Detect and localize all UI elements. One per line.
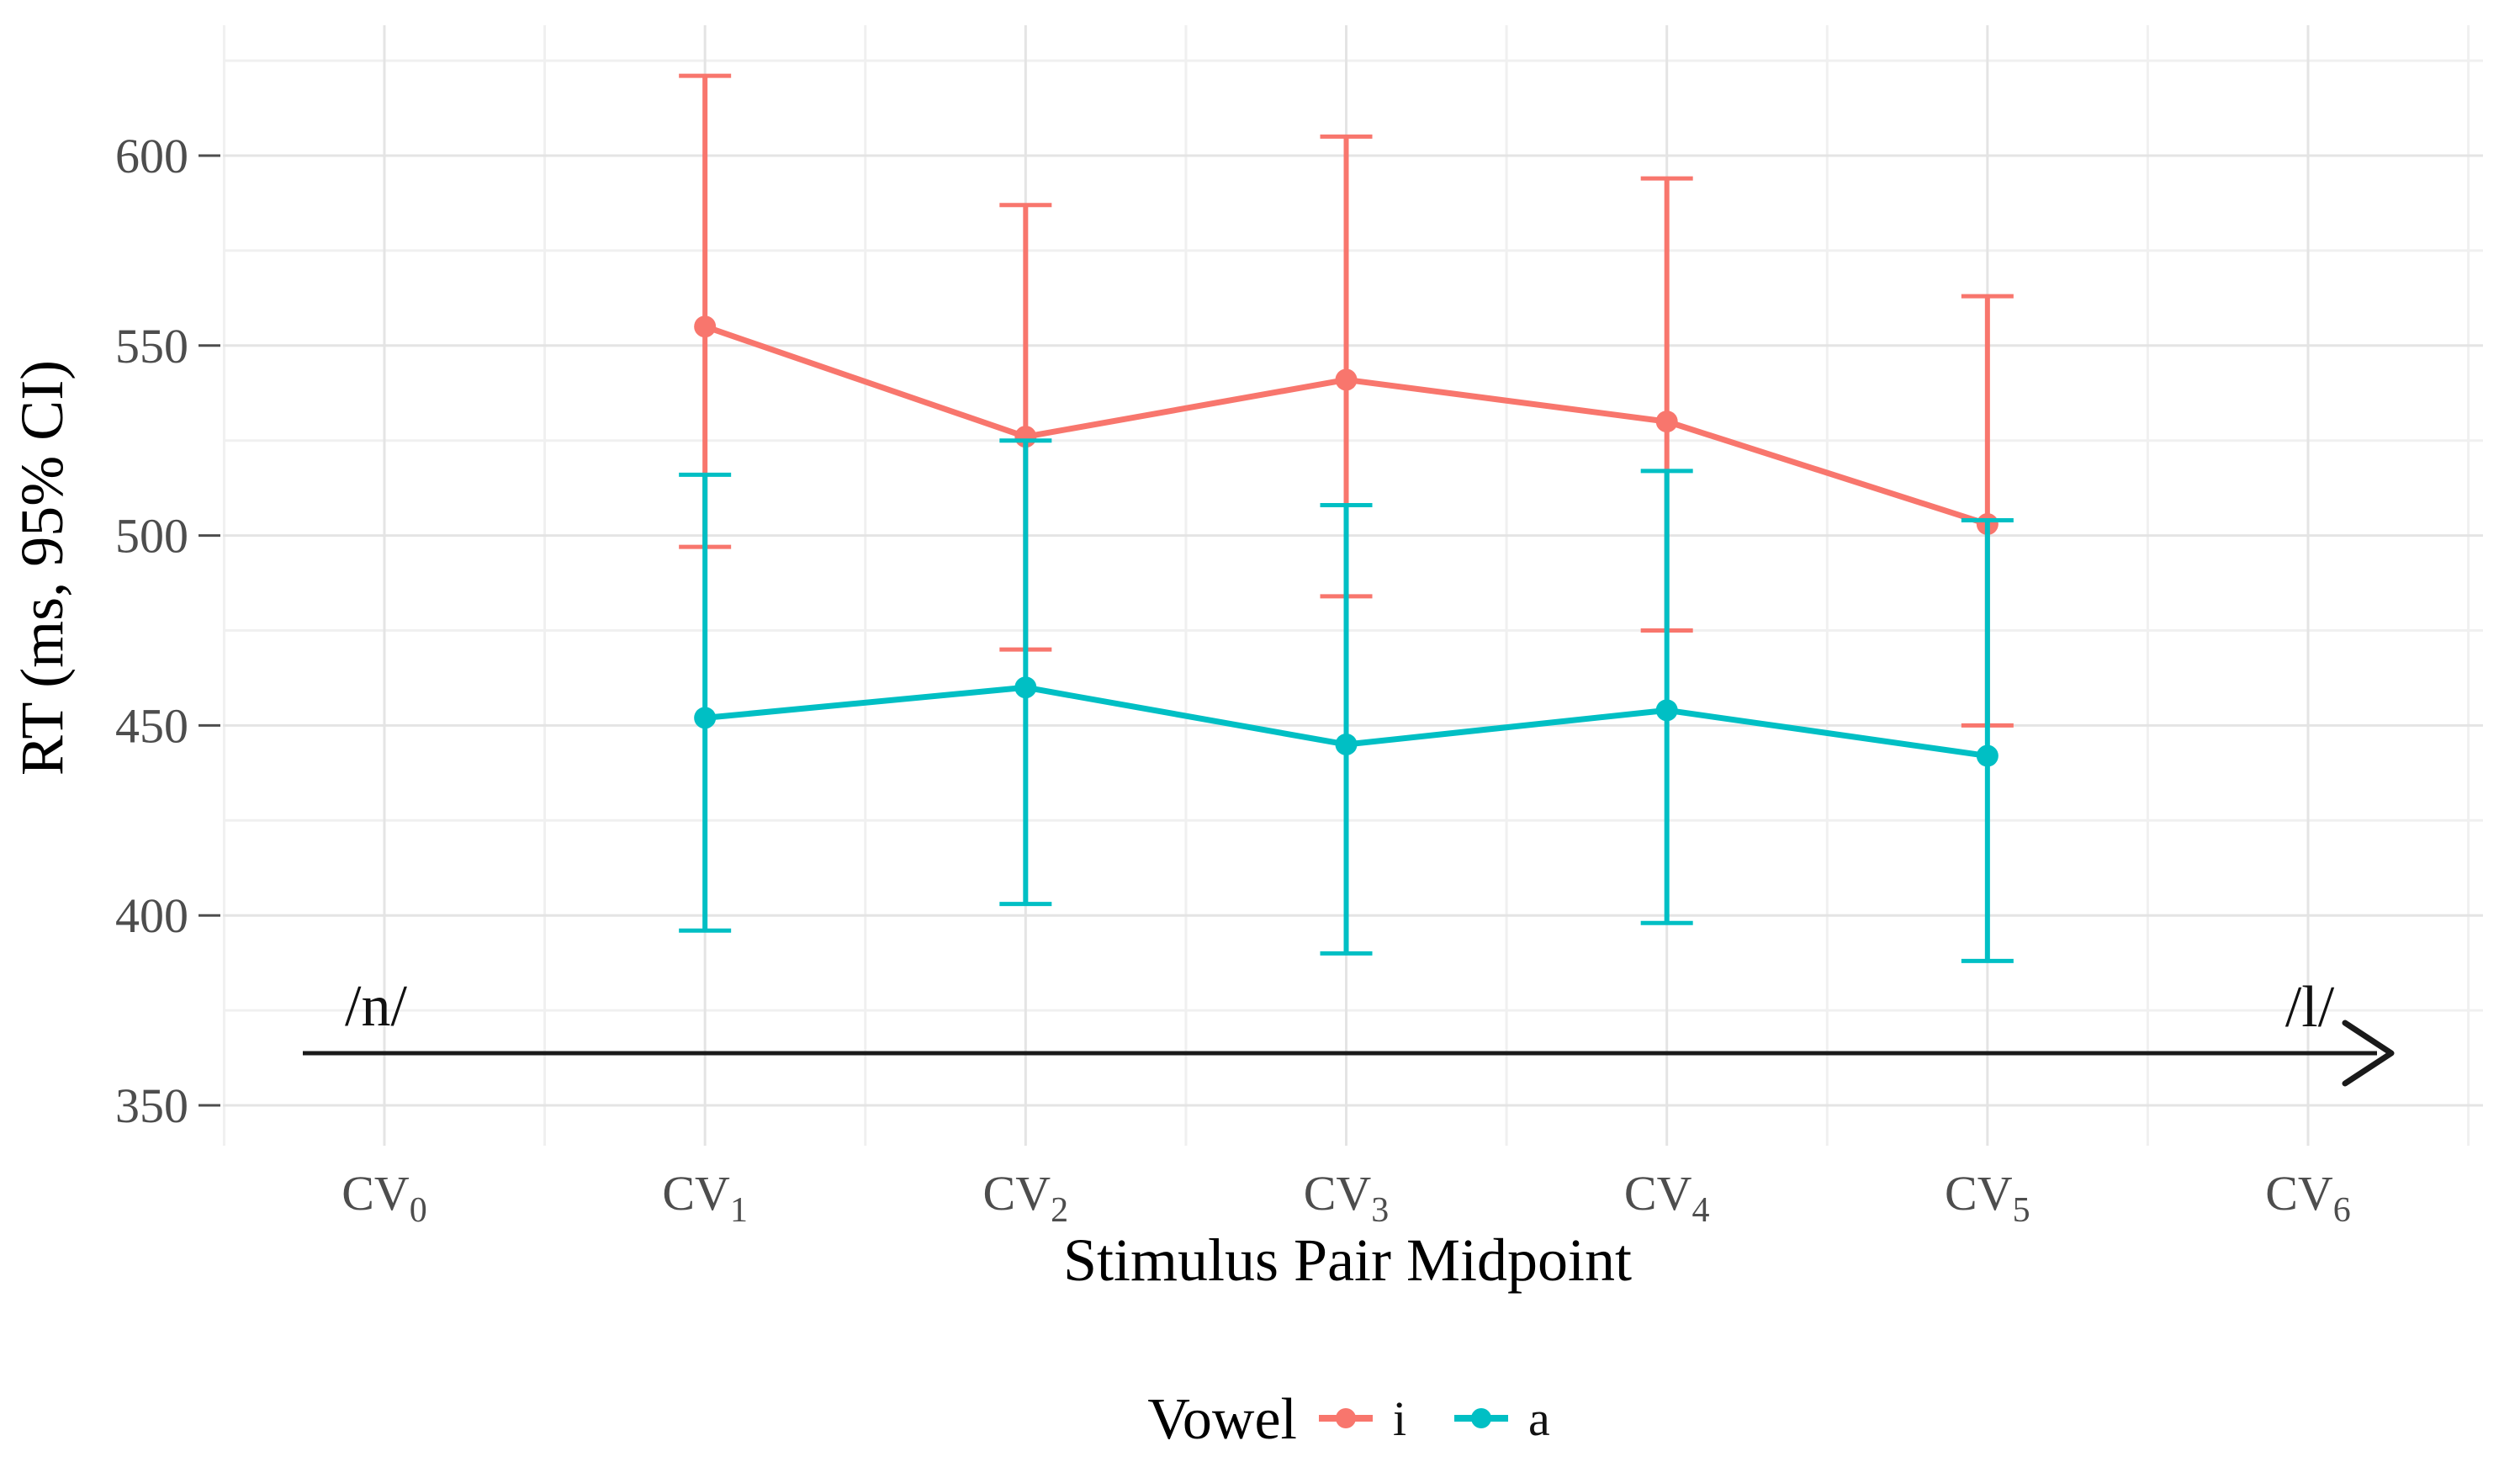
x-category-label: CV2 bbox=[983, 1166, 1069, 1230]
legend-entry-label: i bbox=[1393, 1391, 1406, 1446]
error-bar-a-CV1 bbox=[679, 472, 732, 933]
x-axis-category-labels: CV0 CV1 CV2 CV3 CV4 CV5 CV6 bbox=[341, 1166, 2351, 1230]
legend-entry-label: a bbox=[1528, 1391, 1550, 1446]
series-a bbox=[679, 438, 2014, 963]
legend-title: Vowel bbox=[1147, 1387, 1297, 1452]
y-tick-label: 600 bbox=[115, 129, 188, 183]
direction-arrow bbox=[303, 1020, 2395, 1087]
data-point-a-CV5 bbox=[1976, 744, 1999, 767]
annotation-l: /l/ bbox=[2285, 975, 2335, 1040]
legend-key-point-icon bbox=[1336, 1408, 1356, 1428]
y-tick-label: 350 bbox=[115, 1078, 188, 1133]
error-bar-a-CV5 bbox=[1961, 518, 2014, 963]
data-point-i-CV1 bbox=[694, 315, 717, 338]
y-tick-label: 550 bbox=[115, 319, 188, 373]
x-category-label: CV3 bbox=[1304, 1166, 1390, 1230]
data-point-a-CV4 bbox=[1655, 699, 1678, 722]
legend-key-point-icon bbox=[1471, 1408, 1491, 1428]
error-bar-a-CV3 bbox=[1320, 502, 1373, 956]
x-category-label: CV0 bbox=[341, 1166, 427, 1230]
error-bar-a-CV2 bbox=[999, 438, 1052, 907]
y-axis-ticks: 350 400 450 500 550 600 bbox=[115, 129, 220, 1133]
arrow-head-icon bbox=[2342, 1020, 2395, 1087]
y-axis-title: RT (ms, 95% CI) bbox=[8, 360, 76, 776]
data-point-a-CV1 bbox=[694, 707, 717, 729]
gridlines bbox=[222, 25, 2483, 1146]
error-bar-a-CV4 bbox=[1640, 469, 1693, 925]
annotation-n: /n/ bbox=[345, 974, 407, 1039]
x-axis-title: Stimulus Pair Midpoint bbox=[1063, 1226, 1632, 1294]
y-tick-label: 400 bbox=[115, 888, 188, 943]
data-point-i-CV4 bbox=[1655, 411, 1678, 433]
x-category-label: CV4 bbox=[1624, 1166, 1710, 1230]
x-category-label: CV5 bbox=[1945, 1166, 2030, 1230]
legend-entry-i: i bbox=[1319, 1391, 1406, 1446]
data-point-i-CV3 bbox=[1335, 368, 1358, 391]
x-category-label: CV6 bbox=[2265, 1166, 2351, 1230]
data-point-a-CV2 bbox=[1014, 676, 1037, 699]
data-series bbox=[679, 73, 2014, 963]
x-category-label: CV1 bbox=[662, 1166, 748, 1230]
y-tick-label: 500 bbox=[115, 509, 188, 564]
legend-entry-a: a bbox=[1454, 1391, 1550, 1446]
y-tick-label: 450 bbox=[115, 698, 188, 753]
data-point-a-CV3 bbox=[1335, 733, 1358, 755]
